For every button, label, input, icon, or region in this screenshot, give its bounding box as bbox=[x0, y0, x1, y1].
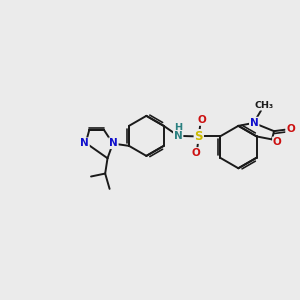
Text: O: O bbox=[192, 148, 200, 158]
Text: N: N bbox=[109, 138, 118, 148]
Text: O: O bbox=[286, 124, 295, 134]
Text: O: O bbox=[273, 137, 282, 147]
Text: H: H bbox=[174, 123, 182, 133]
Text: N: N bbox=[174, 131, 182, 141]
Text: CH₃: CH₃ bbox=[255, 101, 274, 110]
Text: O: O bbox=[197, 115, 206, 125]
Text: N: N bbox=[80, 138, 89, 148]
Text: S: S bbox=[194, 130, 203, 143]
Text: N: N bbox=[250, 118, 259, 128]
